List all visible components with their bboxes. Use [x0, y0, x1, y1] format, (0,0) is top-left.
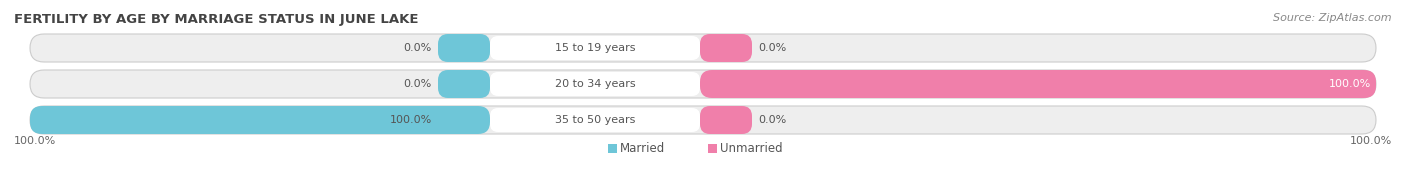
FancyBboxPatch shape	[700, 70, 1376, 98]
Text: 35 to 50 years: 35 to 50 years	[555, 115, 636, 125]
FancyBboxPatch shape	[30, 70, 1376, 98]
Bar	[607, 143, 617, 152]
Text: 100.0%: 100.0%	[1329, 79, 1371, 89]
Text: 100.0%: 100.0%	[1350, 136, 1392, 146]
FancyBboxPatch shape	[30, 106, 491, 134]
FancyBboxPatch shape	[439, 70, 491, 98]
Text: 20 to 34 years: 20 to 34 years	[555, 79, 636, 89]
Bar	[709, 143, 717, 152]
Text: 100.0%: 100.0%	[14, 136, 56, 146]
FancyBboxPatch shape	[439, 34, 491, 62]
Text: 100.0%: 100.0%	[389, 115, 432, 125]
Text: Source: ZipAtlas.com: Source: ZipAtlas.com	[1274, 13, 1392, 23]
FancyBboxPatch shape	[491, 108, 700, 132]
Text: 0.0%: 0.0%	[758, 43, 786, 53]
FancyBboxPatch shape	[491, 36, 700, 60]
FancyBboxPatch shape	[30, 34, 1376, 62]
Text: FERTILITY BY AGE BY MARRIAGE STATUS IN JUNE LAKE: FERTILITY BY AGE BY MARRIAGE STATUS IN J…	[14, 13, 419, 26]
Text: Married: Married	[620, 142, 665, 154]
Text: 15 to 19 years: 15 to 19 years	[555, 43, 636, 53]
Text: Unmarried: Unmarried	[720, 142, 783, 154]
Text: 0.0%: 0.0%	[404, 79, 432, 89]
FancyBboxPatch shape	[491, 72, 700, 96]
FancyBboxPatch shape	[30, 106, 1376, 134]
FancyBboxPatch shape	[700, 34, 752, 62]
Text: 0.0%: 0.0%	[404, 43, 432, 53]
FancyBboxPatch shape	[700, 106, 752, 134]
Text: 0.0%: 0.0%	[758, 115, 786, 125]
